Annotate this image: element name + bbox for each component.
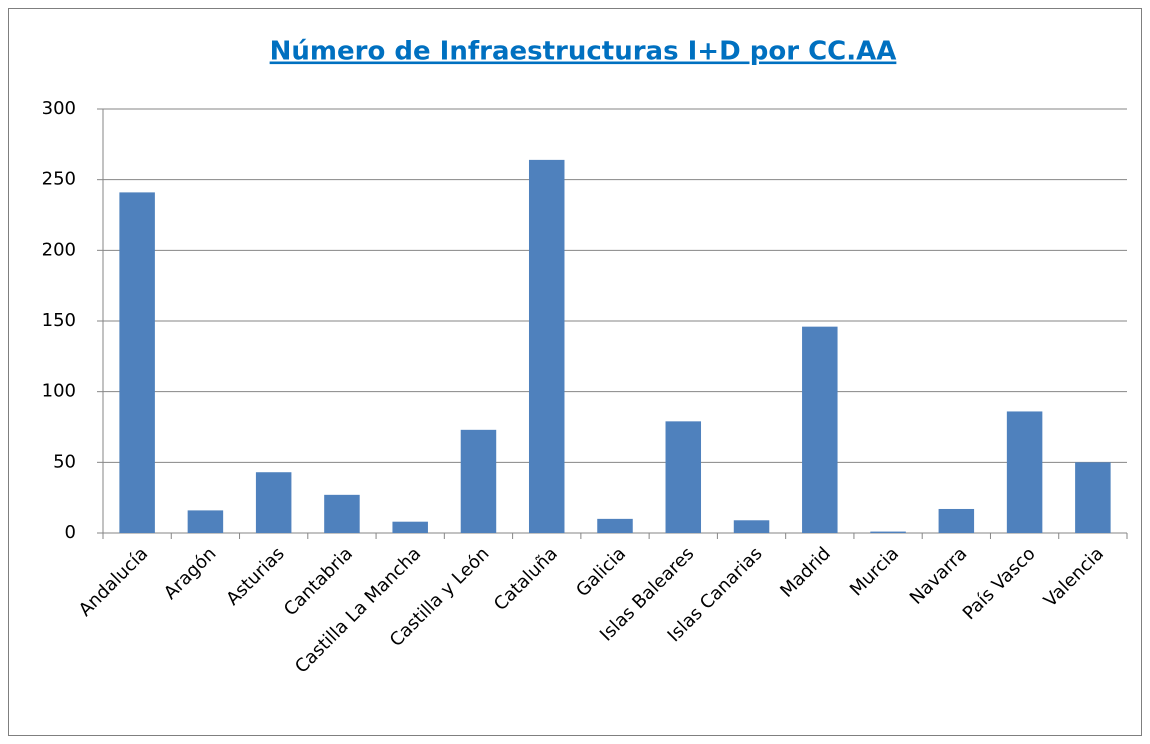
- y-tick-label: 0: [65, 522, 76, 543]
- bar: [597, 518, 633, 533]
- bar: [665, 421, 702, 533]
- bar: [460, 429, 497, 533]
- bar: [870, 531, 906, 533]
- bar: [187, 510, 224, 533]
- bar: [1075, 462, 1111, 533]
- y-tick-label: 50: [53, 451, 76, 472]
- chart-title: Número de Infraestructuras I+D por CC.AA: [270, 37, 897, 67]
- bar: [528, 159, 565, 533]
- bar: [255, 472, 292, 533]
- y-tick-label: 250: [42, 169, 76, 190]
- bar: [802, 326, 838, 533]
- chart-border: [8, 8, 1142, 736]
- bar: [119, 192, 155, 534]
- y-tick-label: 150: [42, 310, 76, 331]
- y-tick-label: 100: [42, 381, 76, 402]
- y-tick-label: 200: [42, 239, 76, 260]
- bar: [1006, 411, 1043, 533]
- bar: [324, 494, 360, 533]
- y-tick-label: 300: [42, 98, 76, 119]
- bar: [938, 508, 975, 533]
- bar: [392, 521, 428, 533]
- bar: [733, 520, 770, 533]
